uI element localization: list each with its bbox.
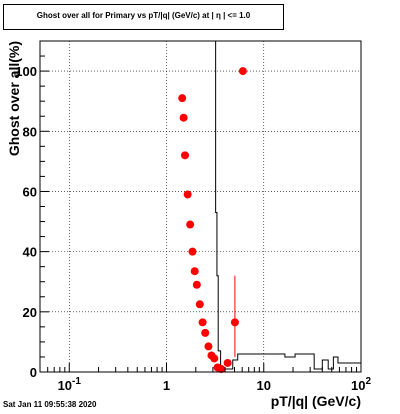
data-point <box>210 354 219 363</box>
y-tick-label: 0 <box>30 365 37 380</box>
data-point <box>230 318 239 327</box>
y-tick-label: 20 <box>23 305 37 320</box>
y-tick-label: 100 <box>15 64 37 79</box>
chart-title: Ghost over all for Primary vs pT/|q| (Ge… <box>36 11 251 20</box>
data-point <box>181 151 190 160</box>
data-point <box>201 328 210 337</box>
data-point <box>188 247 197 256</box>
histogram-line <box>211 40 361 370</box>
chart-title-box: Ghost over all for Primary vs pT/|q| (Ge… <box>3 4 284 30</box>
x-tick-label: 1 <box>163 378 170 393</box>
y-tick-labels: 0 20 40 60 80 100 <box>15 64 37 380</box>
data-point <box>198 318 207 327</box>
y-axis-label: Ghost over all(%) <box>6 41 22 156</box>
data-point <box>190 267 199 276</box>
data-point <box>183 190 192 199</box>
histogram-series <box>211 40 361 370</box>
grid <box>40 41 361 372</box>
data-point <box>223 358 232 367</box>
data-point <box>195 300 204 309</box>
x-axis-label: pT/|q| (GeV/c) <box>271 393 361 409</box>
axis-ticks <box>39 40 362 373</box>
timestamp: Sat Jan 11 09:55:38 2020 <box>3 400 97 409</box>
y-tick-label: 80 <box>23 124 37 139</box>
data-point <box>217 364 226 373</box>
data-point <box>179 113 188 122</box>
y-tick-label: 60 <box>23 184 37 199</box>
data-point <box>192 280 201 289</box>
x-tick-label: 102 <box>351 376 371 393</box>
data-point <box>186 220 195 229</box>
data-point <box>178 94 187 103</box>
y-tick-label: 40 <box>23 245 37 260</box>
data-point <box>238 67 247 76</box>
x-tick-label: 10 <box>257 378 271 393</box>
x-tick-labels: 10-1 1 10 102 <box>58 376 372 393</box>
data-points <box>178 67 247 373</box>
x-tick-label: 10-1 <box>58 376 82 393</box>
data-point <box>204 342 213 351</box>
